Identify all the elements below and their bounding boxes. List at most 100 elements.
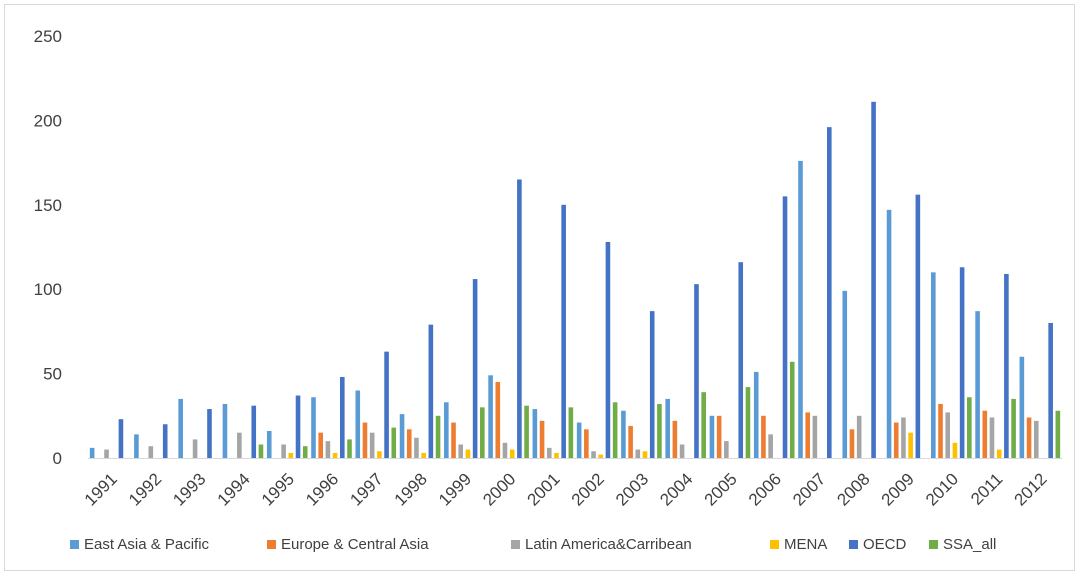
bar-europe-central-asia-2010 — [938, 403, 943, 458]
bar-europe-central-asia-2002 — [584, 429, 589, 458]
bar-latin-america-carribean-2011 — [989, 417, 995, 458]
bar-east-asia-pacific-2006 — [753, 371, 759, 458]
bar-latin-america-carribean-1995 — [281, 444, 286, 458]
bar-east-asia-pacific-2010 — [931, 272, 936, 458]
bar-mena-1999 — [465, 449, 471, 458]
bar-mena-2011 — [996, 449, 1002, 458]
bar-oecd-2005 — [738, 262, 744, 458]
x-tick-label: 2002 — [568, 469, 608, 509]
bar-east-asia-pacific-2005 — [709, 415, 715, 458]
bar-latin-america-carribean-2010 — [945, 412, 951, 458]
bar-mena-2003 — [642, 451, 648, 458]
bar-ssa-all-2012 — [1055, 410, 1061, 458]
bar-ssa-all-2000 — [524, 405, 529, 458]
bar-east-asia-pacific-1996 — [311, 397, 316, 458]
bar-oecd-1991 — [118, 419, 124, 458]
bar-east-asia-pacific-1994 — [222, 403, 228, 458]
bar-europe-central-asia-2004 — [672, 420, 678, 458]
bar-ssa-all-2010 — [967, 397, 972, 458]
x-tick-label: 1993 — [169, 469, 209, 509]
bar-east-asia-pacific-2003 — [621, 410, 626, 458]
legend-label: SSA_all — [943, 536, 996, 553]
bar-east-asia-pacific-2001 — [532, 409, 538, 458]
bar-europe-central-asia-2009 — [893, 422, 899, 458]
bar-latin-america-carribean-1993 — [192, 439, 198, 458]
bar-oecd-2000 — [517, 179, 522, 459]
bar-europe-central-asia-2006 — [761, 415, 766, 458]
bar-latin-america-carribean-2001 — [546, 447, 552, 458]
bar-europe-central-asia-1996 — [318, 432, 323, 458]
y-tick-label: 200 — [34, 111, 62, 130]
bar-oecd-1997 — [384, 351, 389, 458]
bar-ssa-all-2005 — [745, 387, 751, 458]
x-tick-label: 1998 — [391, 469, 431, 509]
bar-europe-central-asia-2008 — [849, 429, 855, 458]
bars — [89, 101, 1061, 459]
bar-europe-central-asia-2005 — [716, 415, 722, 458]
bar-oecd-2006 — [782, 196, 788, 459]
x-tick-label: 2006 — [745, 469, 785, 509]
bar-europe-central-asia-2012 — [1026, 417, 1032, 458]
x-tick-label: 1997 — [346, 469, 386, 509]
bar-oecd-2008 — [871, 101, 876, 458]
y-tick-label: 100 — [34, 280, 62, 299]
bar-mena-2001 — [554, 452, 559, 458]
bar-east-asia-pacific-2002 — [576, 422, 582, 458]
bar-oecd-1994 — [251, 405, 257, 458]
bar-latin-america-carribean-2008 — [856, 415, 862, 458]
bar-east-asia-pacific-2000 — [488, 375, 493, 458]
bar-latin-america-carribean-2009 — [901, 417, 906, 458]
bar-east-asia-pacific-1992 — [134, 434, 139, 458]
bar-ssa-all-2002 — [612, 402, 618, 458]
bar-oecd-2010 — [959, 267, 965, 458]
bar-europe-central-asia-1998 — [406, 429, 412, 458]
bar-latin-america-carribean-2004 — [679, 444, 685, 458]
x-tick-label: 1996 — [302, 469, 342, 509]
bar-oecd-1993 — [207, 409, 212, 458]
bar-ssa-all-1994 — [258, 444, 264, 458]
bar-mena-2002 — [598, 454, 604, 458]
bar-east-asia-pacific-2008 — [842, 290, 848, 458]
bar-oecd-1999 — [472, 279, 478, 458]
x-tick-label: 2007 — [789, 469, 829, 509]
bar-latin-america-carribean-2000 — [502, 442, 508, 458]
bar-latin-america-carribean-1991 — [104, 449, 109, 458]
bar-east-asia-pacific-2012 — [1019, 356, 1025, 458]
bar-europe-central-asia-2007 — [805, 412, 810, 458]
legend-label: OECD — [863, 536, 907, 553]
bar-latin-america-carribean-1994 — [237, 432, 242, 458]
bar-latin-america-carribean-1999 — [458, 444, 464, 458]
legend-label: East Asia & Pacific — [84, 536, 210, 553]
chart-frame — [4, 4, 1075, 571]
y-tick-label: 150 — [34, 196, 62, 215]
legend-label: Latin America&Carribean — [525, 536, 692, 553]
x-tick-label: 2001 — [524, 469, 564, 509]
bar-europe-central-asia-2003 — [628, 425, 633, 458]
bar-oecd-1998 — [428, 324, 434, 458]
bar-ssa-all-1998 — [435, 415, 441, 458]
bar-mena-2009 — [908, 432, 913, 458]
legend-swatch — [267, 540, 276, 549]
bar-oecd-2011 — [1004, 274, 1009, 458]
bar-oecd-1992 — [162, 424, 168, 458]
bar-europe-central-asia-1999 — [451, 422, 456, 458]
bar-ssa-all-2001 — [568, 407, 574, 458]
legend-swatch — [770, 540, 779, 549]
bar-ssa-all-1999 — [480, 407, 485, 458]
x-tick-label: 1992 — [125, 469, 165, 509]
bar-ssa-all-2004 — [701, 392, 706, 458]
bar-latin-america-carribean-2007 — [812, 415, 818, 458]
bar-east-asia-pacific-2007 — [798, 160, 803, 458]
x-tick-label: 2005 — [701, 469, 741, 509]
bar-east-asia-pacific-1997 — [355, 390, 361, 458]
x-tick-label: 1994 — [214, 469, 254, 509]
bar-ssa-all-2011 — [1011, 398, 1016, 458]
bar-oecd-1995 — [295, 395, 301, 458]
bar-east-asia-pacific-2004 — [665, 398, 670, 458]
bar-latin-america-carribean-2003 — [635, 449, 641, 458]
legend-swatch — [929, 540, 938, 549]
bar-europe-central-asia-2011 — [982, 410, 988, 458]
x-tick-label: 1991 — [81, 469, 121, 509]
bar-ssa-all-2003 — [657, 403, 662, 458]
bar-latin-america-carribean-2006 — [768, 434, 773, 458]
